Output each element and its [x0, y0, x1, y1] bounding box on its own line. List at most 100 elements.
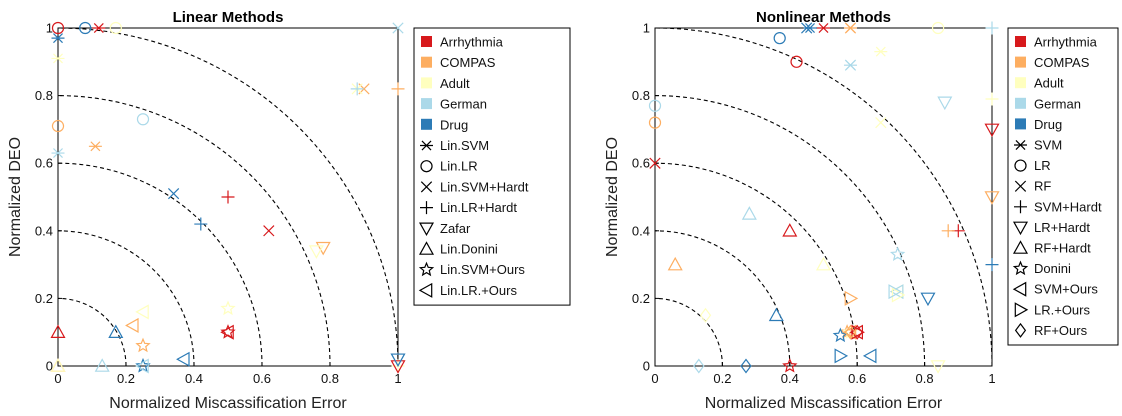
- point-triangle-down-compas: [315, 241, 331, 256]
- legend-label: Adult: [1034, 76, 1064, 91]
- legend-marker-circle: [1014, 159, 1027, 172]
- legend-label: Lin.Donini: [440, 242, 498, 257]
- reference-arcs: [655, 28, 992, 366]
- point-asterisk-adult: [51, 53, 65, 64]
- y-tick-label: 0.2: [35, 291, 53, 306]
- reference-arc: [58, 230, 195, 366]
- panel-nonlinear-methods: 0 0.2 0.4 0.6 0.8 1 0 0.2 0.4 0.6 0.8 1 Nonlinear M…: [604, 9, 1119, 412]
- y-axis-label: Normalized DEO: [604, 137, 621, 257]
- x-tick-label: 0.6: [848, 371, 866, 386]
- reference-arc: [58, 28, 398, 366]
- point-x-german: [392, 22, 404, 34]
- legend-marker-x: [1014, 180, 1027, 192]
- legend-label: Lin.SVM+Ours: [440, 262, 525, 277]
- legend-label: COMPAS: [1034, 55, 1090, 70]
- legend-swatch-compas: [421, 56, 432, 68]
- legend-marker-star: [1012, 260, 1029, 276]
- legend-marker-triangle-down: [1012, 221, 1029, 236]
- legend-label: RF+Ours: [1034, 323, 1088, 338]
- legend-swatch-drug: [421, 118, 432, 130]
- point-plus-arrhythmia: [221, 190, 235, 204]
- point-star-compas: [135, 337, 151, 353]
- point-triangle-left-drug: [862, 348, 877, 364]
- reference-arc: [58, 95, 331, 366]
- point-circle-compas: [648, 116, 662, 129]
- point-diamond-drug: [740, 358, 752, 374]
- y-tick-label: 0: [46, 359, 53, 374]
- legend-label: Lin.LR+Hardt: [440, 200, 517, 215]
- legend-swatch-arrhythmia: [421, 36, 432, 47]
- x-axis-label: Normalized Miscassification Error: [705, 395, 943, 412]
- point-circle-german: [648, 99, 662, 112]
- x-axis-label: Normalized Miscassification Error: [109, 395, 347, 412]
- legend-box: [413, 27, 571, 306]
- legend-label: COMPAS: [440, 55, 496, 70]
- y-tick-label: 0.4: [35, 223, 53, 238]
- y-tick-label: 1: [46, 21, 53, 36]
- chart-title: Nonlinear Methods: [756, 9, 891, 26]
- point-triangle-up-german: [741, 206, 757, 220]
- legend-label: LR+Hardt: [1034, 220, 1090, 235]
- point-plus-drug: [985, 258, 999, 272]
- y-tick-label: 0.6: [632, 156, 650, 171]
- legend-label: German: [440, 97, 487, 112]
- point-triangle-up-drug: [108, 324, 124, 338]
- panel-linear-methods: 0 0.2 0.4 0.6 0.8 1 0 0.2 0.4 0.6 0.8 1 Linear Meth…: [7, 9, 571, 412]
- legend-label: Lin.LR.+Ours: [440, 283, 517, 298]
- legend-marker-triangle-left: [418, 282, 433, 298]
- point-triangle-right-german: [888, 284, 903, 300]
- point-asterisk-drug: [51, 33, 65, 44]
- x-tick-label: 1: [988, 371, 995, 386]
- y-axis-label: Normalized DEO: [7, 137, 24, 257]
- legend-marker-plus: [1014, 200, 1027, 214]
- y-tick-label: 0: [643, 359, 650, 374]
- point-triangle-down-arrhythmia: [390, 360, 406, 374]
- legend-label: Adult: [440, 76, 470, 91]
- point-circle-compas: [51, 119, 65, 133]
- y-tick-label: 0.8: [632, 88, 650, 103]
- legend-swatch-arrhythmia: [1015, 36, 1026, 47]
- legend-marker-x: [420, 181, 433, 193]
- point-x-arrhythmia: [649, 157, 661, 169]
- reference-arc: [655, 28, 992, 366]
- point-triangle-down-adult: [308, 245, 324, 259]
- point-diamond-compas: [844, 324, 857, 340]
- legend-label: Lin.SVM+Hardt: [440, 179, 529, 194]
- legend-marker-triangle-right: [1014, 302, 1029, 318]
- point-triangle-down-german: [937, 96, 953, 111]
- legend-label: RF: [1034, 179, 1051, 194]
- point-star-arrhythmia: [782, 357, 798, 373]
- point-triangle-up-arrhythmia: [782, 223, 798, 237]
- point-plus-adult: [985, 92, 999, 106]
- reference-arc: [58, 162, 263, 366]
- legend-swatch-german: [421, 98, 432, 110]
- legend-swatch-adult: [1015, 77, 1026, 89]
- y-tick-label: 0.4: [632, 223, 650, 238]
- point-triangle-down-adult: [930, 360, 946, 374]
- legend-label: Drug: [1034, 117, 1062, 132]
- legend-marker-star: [418, 261, 435, 277]
- reference-arc: [655, 162, 858, 366]
- axis-ticks: 0 0.2 0.4 0.6 0.8 1 0 0.2 0.4 0.6 0.8 1: [632, 21, 996, 387]
- point-diamond-german: [693, 358, 705, 374]
- point-triangle-up-german: [94, 358, 110, 372]
- point-triangle-up-adult: [50, 358, 66, 372]
- point-triangle-right-adult: [891, 287, 906, 303]
- x-tick-label: 0.2: [713, 371, 731, 386]
- point-triangle-up-compas: [667, 256, 683, 271]
- reference-arc: [655, 297, 723, 366]
- point-triangle-left-german: [889, 284, 904, 300]
- point-circle-german: [136, 113, 150, 126]
- point-circle-arrhythmia: [51, 21, 65, 35]
- legend-label: German: [1034, 96, 1081, 111]
- legend-label: RF+Hardt: [1034, 241, 1091, 256]
- point-triangle-up-drug: [768, 307, 784, 322]
- point-x-compas: [844, 22, 857, 34]
- point-circle-arrhythmia: [790, 55, 803, 68]
- y-tick-label: 0.8: [35, 88, 53, 103]
- point-asterisk-german: [51, 148, 65, 159]
- point-star-german: [889, 246, 906, 261]
- point-triangle-down-drug: [920, 292, 936, 307]
- point-triangle-right-compas: [844, 290, 859, 306]
